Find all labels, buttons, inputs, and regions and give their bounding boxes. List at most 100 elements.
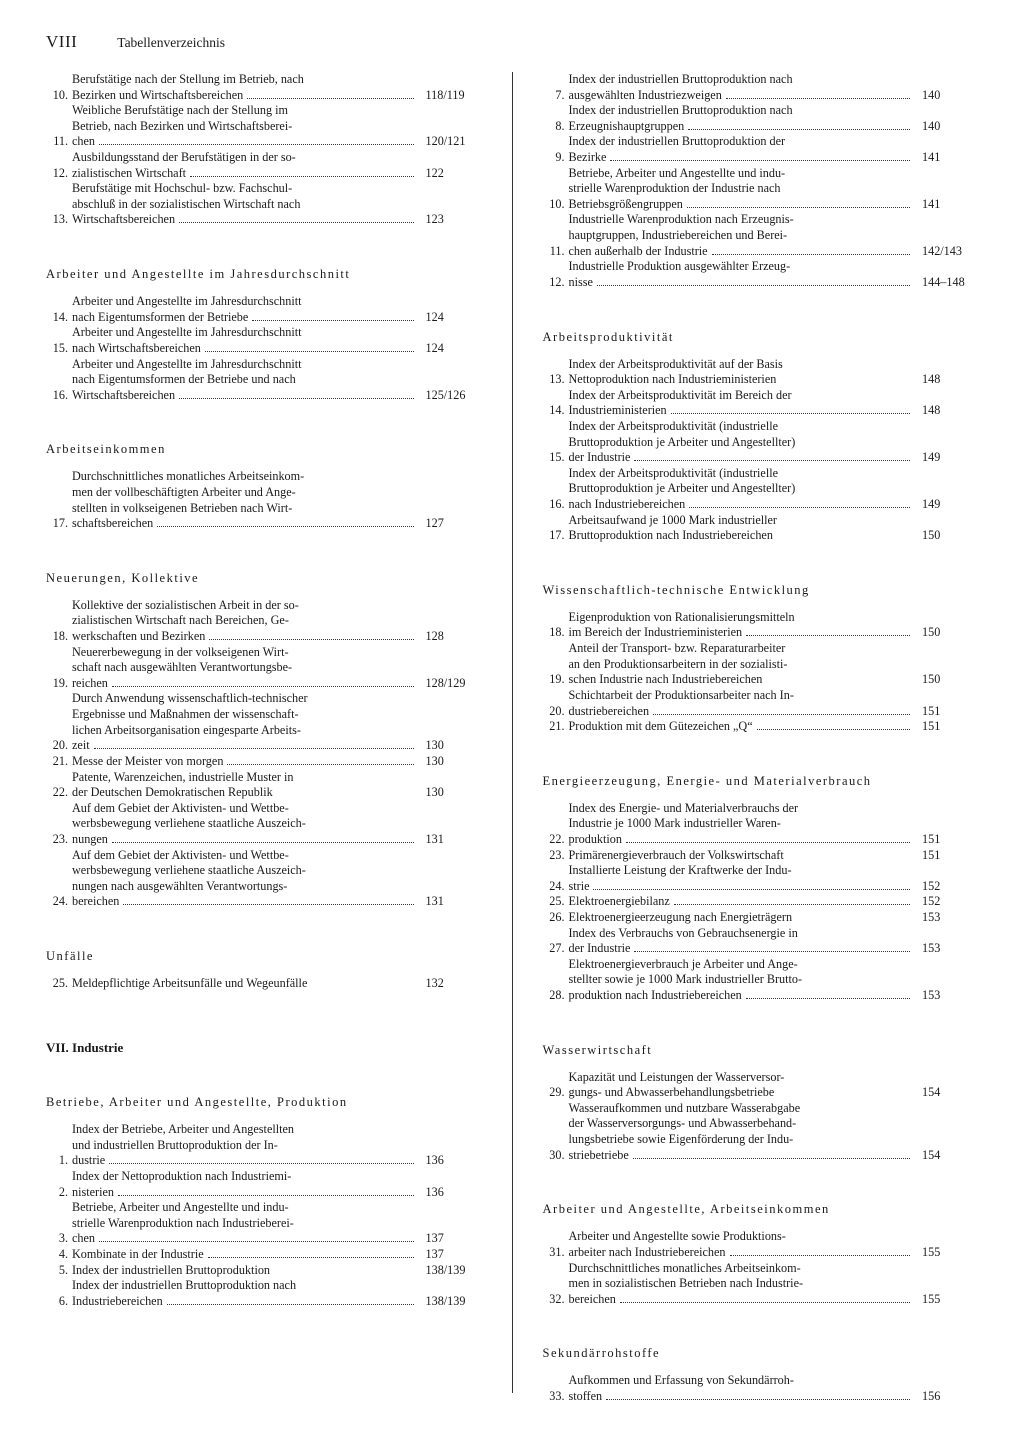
toc-entry: 24.Auf dem Gebiet der Aktivisten- und We… [46,848,482,910]
entry-text-line: Industrie je 1000 Mark industrieller War… [569,816,915,832]
toc-entry: 18.Kollektive der sozialistischen Arbeit… [46,598,482,645]
entry-body: Arbeiter und Angestellte sowie Produktio… [569,1229,915,1260]
entry-tail: Elektroenergiebilanz [569,894,670,910]
entry-text-line: Berufstätige mit Hochschul- bzw. Fachsch… [72,181,418,197]
entry-body: Index der Nettoproduktion nach Industrie… [72,1169,418,1200]
entry-text-line: nach Eigentumsformen der Betriebe und na… [72,372,418,388]
entry-page: 141 [914,197,978,213]
entry-number: 26. [543,910,569,926]
entry-number: 25. [543,894,569,910]
leader-dots [208,1257,414,1258]
toc-entry: 22.Patente, Warenzeichen, industrielle M… [46,770,482,801]
entry-lastline: reichen [72,676,418,692]
entry-lastline: stoffen [569,1389,915,1405]
entry-number: 27. [543,941,569,957]
entry-page: 130 [418,754,482,770]
leader-dots [606,1399,910,1400]
entry-lastline: der Deutschen Demokratischen Republik [72,785,418,801]
entry-page: 140 [914,119,978,135]
entry-number: 10. [46,88,72,104]
leader-dots [179,222,413,223]
entry-tail: schen Industrie nach Industriebereichen [569,672,763,688]
entry-body: Eigenproduktion von Rationalisierungsmit… [569,610,915,641]
entry-page: 118/119 [418,88,482,104]
entry-number: 31. [543,1245,569,1261]
entry-text-line: Kapazität und Leistungen der Wasserverso… [569,1070,915,1086]
entry-tail: produktion [569,832,623,848]
toc-entry: 17.Durchschnittliches monatliches Arbeit… [46,469,482,531]
entry-lastline: der Industrie [569,450,915,466]
entry-tail: der Deutschen Demokratischen Republik [72,785,273,801]
entry-body: Messe der Meister von morgen [72,754,418,770]
entry-number: 29. [543,1085,569,1101]
entry-lastline: im Bereich der Industrieministerien [569,625,915,641]
entry-text-line: Arbeitsaufwand je 1000 Mark industrielle… [569,513,915,529]
entry-text-line: der Wasserversorgungs- und Abwasserbehan… [569,1116,915,1132]
section-heading: Arbeitseinkommen [46,441,482,457]
entry-number: 22. [46,785,72,801]
entry-text-line: an den Produktionsarbeitern in der sozia… [569,657,915,673]
entry-lastline: Elektroenergiebilanz [569,894,915,910]
entry-body: Betriebe, Arbeiter und Angestellte und i… [72,1200,418,1247]
entry-page: 152 [914,879,978,895]
entry-page: 153 [914,910,978,926]
entry-text-line: Durchschnittliches monatliches Arbeitsei… [72,469,418,485]
entry-body: Arbeiter und Angestellte im Jahresdurchs… [72,325,418,356]
toc-entry: 15.Index der Arbeitsproduktivität (indus… [543,419,979,466]
entry-number: 10. [543,197,569,213]
leader-dots [688,129,910,130]
entry-body: Durch Anwendung wissenschaftlich-technis… [72,691,418,753]
leader-dots [227,764,413,765]
entry-page: 150 [914,528,978,544]
entry-lastline: Index der industriellen Bruttoproduktion [72,1263,418,1279]
entry-tail: chen außerhalb der Industrie [569,244,708,260]
entry-number: 1. [46,1153,72,1169]
entry-page: 130 [418,738,482,754]
toc-entry: 6.Index der industriellen Bruttoprodukti… [46,1278,482,1309]
entry-text-line: men in sozialistischen Betrieben nach In… [569,1276,915,1292]
entry-tail: dustriebereichen [569,704,650,720]
entry-number: 19. [543,672,569,688]
leader-dots [99,144,413,145]
entry-body: Ausbildungsstand der Berufstätigen in de… [72,150,418,181]
entry-lastline: zialistischen Wirtschaft [72,166,418,182]
leader-dots [157,526,413,527]
entry-number: 20. [543,704,569,720]
toc-entry: 24.Installierte Leistung der Kraftwerke … [543,863,979,894]
entry-body: Index der Betriebe, Arbeiter und Angeste… [72,1122,418,1169]
entry-text-line: Betriebe, Arbeiter und Angestellte und i… [569,166,915,182]
entry-page: 137 [418,1247,482,1263]
entry-page: 123 [418,212,482,228]
entry-lastline: Wirtschaftsbereichen [72,388,418,404]
entry-page: 148 [914,403,978,419]
entry-tail: im Bereich der Industrieministerien [569,625,743,641]
page: VIII Tabellenverzeichnis 10.Berufstätige… [0,0,1024,1443]
header-title: Tabellenverzeichnis [117,35,225,51]
entry-body: Industrielle Warenproduktion nach Erzeug… [569,212,915,259]
entry-body: Elektroenergieerzeugung nach Energieträg… [569,910,915,926]
entry-number: 22. [543,832,569,848]
leader-dots [247,98,413,99]
entry-page: 154 [914,1148,978,1164]
toc-entry: 12.Ausbildungsstand der Berufstätigen in… [46,150,482,181]
toc-entry: 2.Index der Nettoproduktion nach Industr… [46,1169,482,1200]
leader-dots [109,1163,413,1164]
toc-entry: 19.Neuererbewegung in der volkseigenen W… [46,645,482,692]
entry-text-line: Auf dem Gebiet der Aktivisten- und Wettb… [72,801,418,817]
entry-tail: striebetriebe [569,1148,629,1164]
entry-text-line: Index der Arbeitsproduktivität auf der B… [569,357,915,373]
entry-number: 9. [543,150,569,166]
entry-text-line: Patente, Warenzeichen, industrielle Must… [72,770,418,786]
entry-number: 23. [543,848,569,864]
toc-entry: 7.Index der industriellen Bruttoprodukti… [543,72,979,103]
section-heading: Neuerungen, Kollektive [46,570,482,586]
entry-page: 125/126 [418,388,482,404]
entry-body: Produktion mit dem Gütezeichen „Q“ [569,719,915,735]
entry-tail: Erzeugnishauptgruppen [569,119,685,135]
entry-body: Betriebe, Arbeiter und Angestellte und i… [569,166,915,213]
entry-tail: der Industrie [569,941,631,957]
toc-entry: 8.Index der industriellen Bruttoprodukti… [543,103,979,134]
entry-page: 136 [418,1153,482,1169]
entry-tail: bereichen [72,894,119,910]
entry-body: Kombinate in der Industrie [72,1247,418,1263]
